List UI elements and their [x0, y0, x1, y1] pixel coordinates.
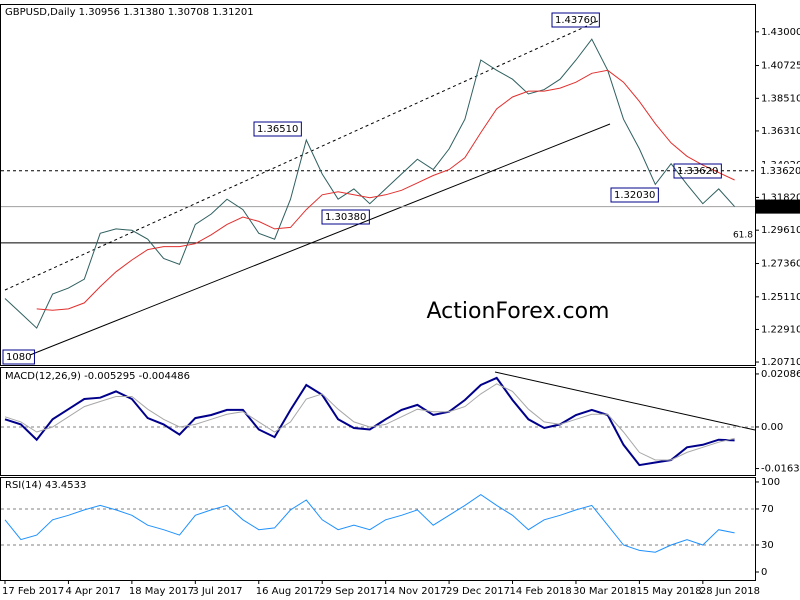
y-tick-label: 1.29610: [761, 225, 800, 236]
annotation-label: 1.33620: [677, 166, 718, 177]
channel-lower: [29, 123, 611, 356]
y-tick-label: -0.016357: [761, 464, 800, 475]
annotation-label: 1080: [6, 352, 31, 363]
marker-label: 1.33620: [760, 166, 800, 177]
marker-label: 1.31201: [760, 202, 800, 213]
rsi-title: RSI(14) 43.4533: [5, 480, 86, 491]
x-tick-label: 14 Nov 2017: [383, 586, 447, 597]
x-tick-label: 15 May 2018: [636, 586, 701, 597]
x-tick-label: 30 Mar 2018: [573, 586, 636, 597]
annotation-label: 1.30380: [325, 212, 366, 223]
y-tick-label: 0.00: [761, 422, 783, 433]
price-frame: [0, 4, 756, 366]
y-tick-label: 1.25110: [761, 292, 800, 303]
x-tick-label: 18 May 2017: [129, 586, 194, 597]
annotation-label: 1.43760: [555, 15, 596, 26]
panel-frames: [0, 4, 756, 581]
macd-frame: [0, 367, 756, 476]
rsi-frame: [0, 477, 756, 581]
y-tick-label: 1.20710: [761, 357, 800, 368]
y-tick-label: 1.36310: [761, 126, 800, 137]
x-tick-label: 14 Feb 2018: [510, 586, 572, 597]
y-tick-label: 0.020861: [761, 369, 800, 380]
x-tick-label: 3 Jul 2017: [192, 586, 242, 597]
y-tick-label: 30: [761, 540, 774, 551]
x-tick-label: 28 Jun 2018: [700, 586, 760, 597]
macd-trendline: [494, 371, 756, 431]
annotation-box: [321, 209, 370, 225]
x-tick-label: 29 Sep 2017: [319, 586, 382, 597]
series-line: [36, 69, 735, 311]
x-tick-label: 4 Apr 2017: [65, 586, 120, 597]
marker-box: [756, 199, 800, 214]
y-tick-label: 100: [761, 477, 780, 488]
marker-box: [756, 163, 800, 178]
y-tick-label: 70: [761, 504, 774, 515]
x-tick-label: 17 Feb 2017: [2, 586, 64, 597]
annotation-box: [673, 163, 722, 179]
y-tick-label: 0: [761, 567, 767, 578]
series-line: [4, 493, 735, 553]
x-tick-label: 16 Aug 2017: [256, 586, 320, 597]
series-line: [4, 38, 735, 329]
y-tick-label: 1.27360: [761, 259, 800, 270]
annotation-box: [2, 349, 35, 365]
y-tick-label: 1.31820: [761, 192, 800, 203]
y-tick-label: 1.40725: [761, 61, 800, 72]
annotation-label: 1.32030: [614, 190, 655, 201]
y-tick-label: 1.22910: [761, 324, 800, 335]
y-tick-label: 1.38510: [761, 93, 800, 104]
x-tick-label: 29 Dec 2017: [446, 586, 510, 597]
series-line: [4, 383, 735, 461]
macd-title: MACD(12,26,9) -0.005295 -0.004486: [5, 371, 190, 382]
annotation-box: [610, 187, 659, 203]
annotation-box: [551, 12, 600, 28]
watermark: ActionForex.com: [427, 299, 610, 324]
chart-title: GBPUSD,Daily 1.30956 1.31380 1.30708 1.3…: [5, 7, 254, 18]
level-label: 61.8: [733, 230, 753, 240]
y-tick-label: 1.43000: [761, 27, 800, 38]
annotation-box: [253, 121, 302, 137]
annotation-label: 1.36510: [257, 124, 298, 135]
